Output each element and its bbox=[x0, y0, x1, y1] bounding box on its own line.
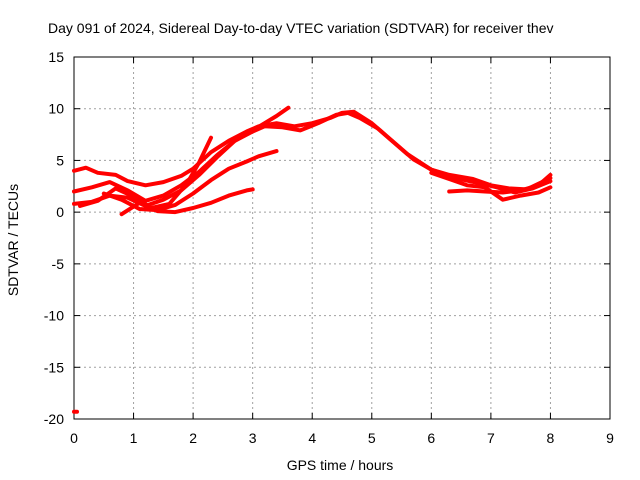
series-line-sat-h: sat-h bbox=[447, 172, 553, 195]
series-line-sat-f: sat-f bbox=[119, 187, 255, 217]
y-axis-label: SDTVAR / TECUs bbox=[5, 184, 21, 296]
x-tick-label: 1 bbox=[130, 430, 138, 446]
series-line-sat-a: sat-a bbox=[72, 109, 553, 192]
x-tick-label: 4 bbox=[308, 430, 316, 446]
x-tick-label: 3 bbox=[249, 430, 257, 446]
y-tick-label: -20 bbox=[44, 411, 64, 427]
plot-frame bbox=[73, 56, 611, 420]
data-series: sat-asat-bsat-csat-dsat-esat-fsat-gsat-h… bbox=[72, 105, 553, 414]
grid bbox=[74, 57, 610, 419]
y-tick-label: 5 bbox=[56, 152, 64, 168]
x-tick-label: 2 bbox=[189, 430, 197, 446]
x-tick-label: 8 bbox=[547, 430, 555, 446]
chart-title: Day 091 of 2024, Sidereal Day-to-day VTE… bbox=[48, 20, 554, 36]
y-tick-label: -5 bbox=[52, 256, 65, 272]
x-tick-label: 9 bbox=[606, 430, 614, 446]
x-tick-label: 6 bbox=[427, 430, 435, 446]
y-tick-label: 15 bbox=[48, 49, 64, 65]
x-axis-label: GPS time / hours bbox=[287, 457, 394, 473]
x-tick-label: 0 bbox=[70, 430, 78, 446]
x-tick-label: 7 bbox=[487, 430, 495, 446]
y-tick-label: 10 bbox=[48, 101, 64, 117]
axis-ticks: 0 1 2 3 4 5 6 7 8 9 15 10 5 0 -5 -10 -15 -20 bbox=[44, 49, 614, 446]
y-tick-label: 0 bbox=[56, 204, 64, 220]
series-line-sat-b: sat-b bbox=[72, 110, 553, 203]
y-tick-label: -15 bbox=[44, 359, 64, 375]
x-tick-label: 5 bbox=[368, 430, 376, 446]
y-tick-label: -10 bbox=[44, 308, 64, 324]
